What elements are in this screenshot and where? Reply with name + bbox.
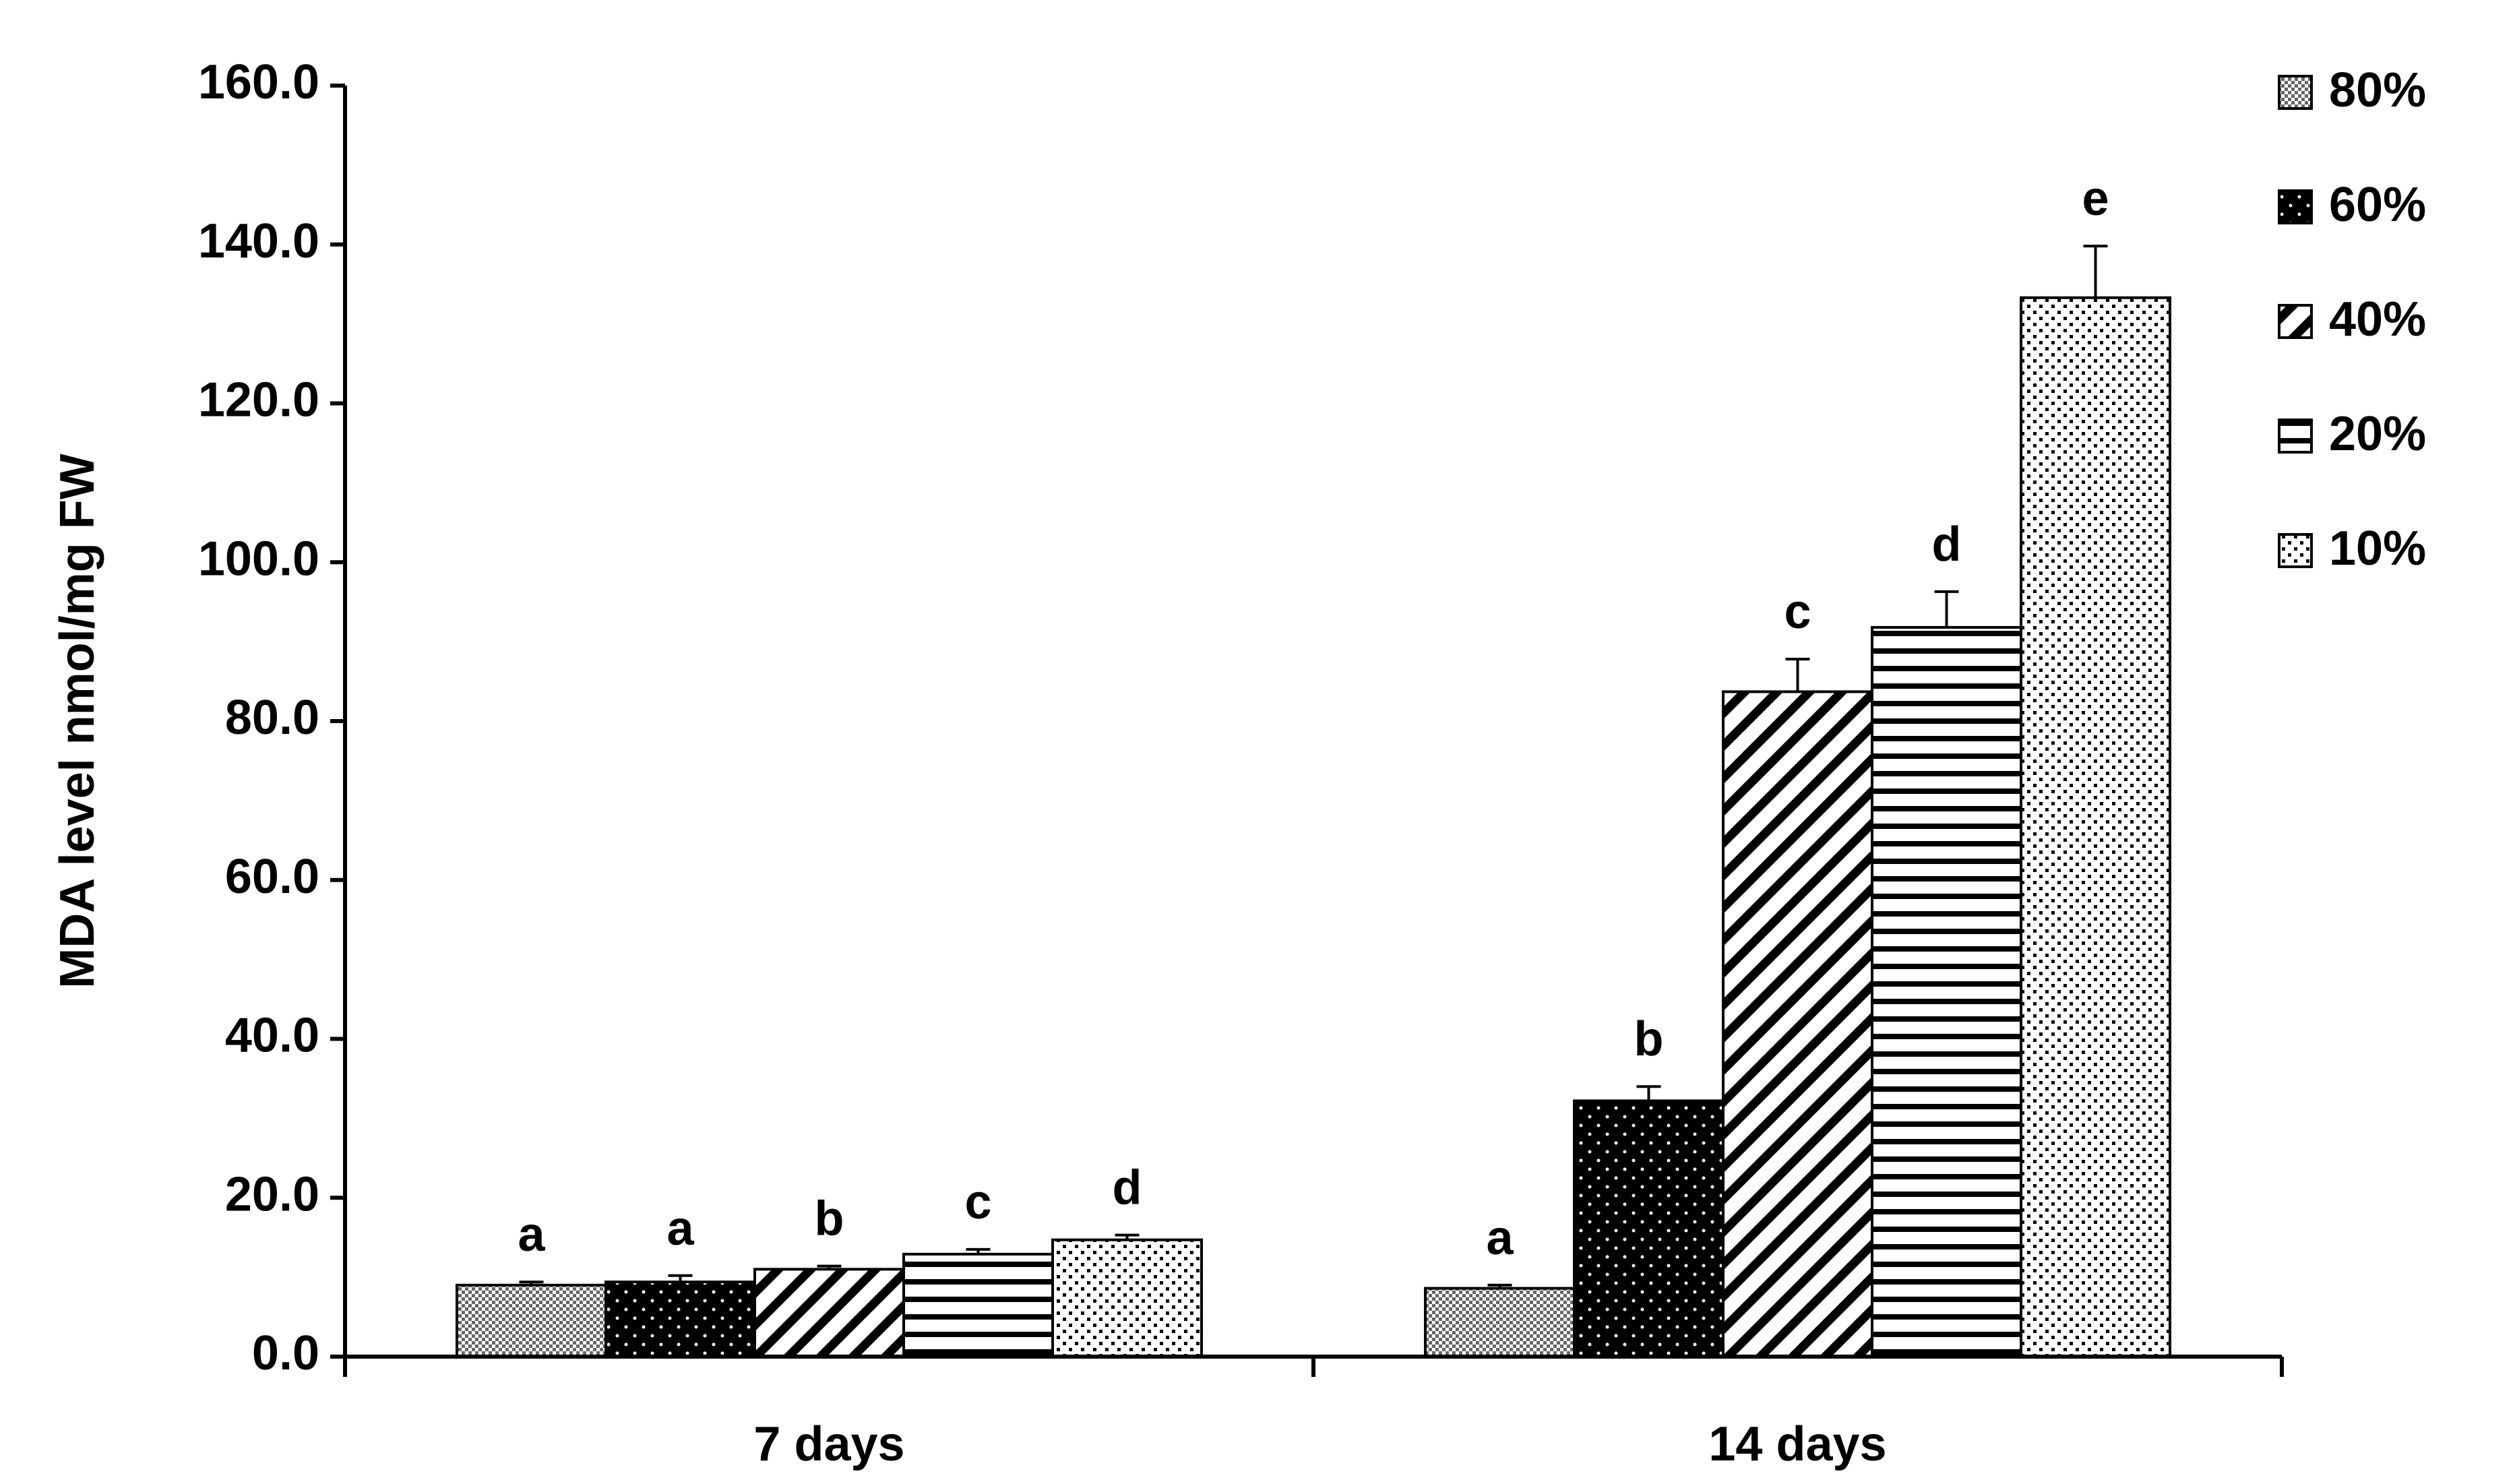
legend-label: 20% [2329,407,2426,461]
y-tick-label: 100.0 [198,532,319,586]
significance-letter: a [518,1208,545,1262]
y-tick-label: 0.0 [252,1326,319,1380]
significance-letter: b [815,1192,844,1246]
y-tick-label: 40.0 [225,1009,319,1063]
legend-swatch [2278,189,2313,224]
legend-label: 10% [2329,522,2426,576]
significance-letter: e [2082,172,2109,226]
significance-letter: c [964,1175,991,1229]
y-tick-label: 20.0 [225,1167,319,1221]
y-tick-label: 140.0 [198,214,319,268]
bar [2020,296,2171,1359]
bar [1722,690,1873,1358]
significance-letter: c [1784,585,1811,639]
legend-swatch [2278,533,2313,568]
y-tick-label: 120.0 [198,373,319,427]
x-tick-label: 7 days [753,1417,904,1471]
significance-letter: d [1113,1161,1142,1215]
bar [1871,625,2022,1358]
bar [902,1252,1054,1359]
bar [1051,1238,1203,1358]
significance-letter: d [1932,518,1962,571]
bar [604,1280,756,1359]
significance-letter: b [1634,1012,1664,1066]
y-tick-label: 80.0 [225,691,319,745]
legend-label: 40% [2329,292,2426,346]
significance-letter: a [1486,1211,1514,1265]
bar [753,1268,905,1359]
bar [1573,1099,1725,1358]
y-tick-label: 60.0 [225,850,319,904]
legend-label: 80% [2329,63,2426,117]
x-tick-label: 14 days [1708,1417,1886,1471]
legend-swatch [2278,75,2313,110]
significance-letter: a [666,1202,694,1256]
bar [456,1283,607,1358]
legend-swatch [2278,419,2313,454]
y-tick-label: 160.0 [198,55,319,109]
legend-swatch [2278,304,2313,339]
y-axis-title: MDA level nmol/mg FW [51,454,104,988]
bar [1424,1287,1576,1358]
legend-label: 60% [2329,178,2426,232]
